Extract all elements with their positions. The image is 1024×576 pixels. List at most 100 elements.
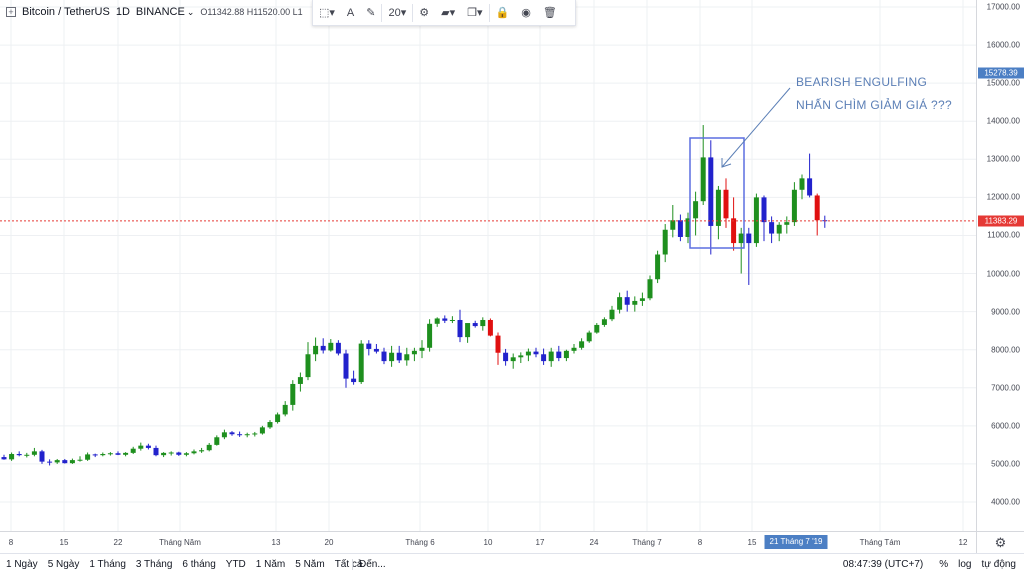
bottom-right-controls: 08:47:39 (UTC+7) % log tự động (843, 559, 1016, 570)
candle (373, 343, 379, 354)
candle-body (305, 354, 311, 378)
annotation-text-line2[interactable]: NHẤN CHÌM GIẢM GIÁ ??? (796, 98, 952, 112)
candle (495, 332, 501, 365)
candle (153, 445, 159, 457)
candle (85, 452, 91, 461)
selection-tool-button[interactable]: ⬚▾ (319, 7, 335, 19)
chart-plot-area[interactable]: + Bitcoin / TetherUS 1D BINANCE ⌄ O11342… (0, 0, 976, 531)
candle-body (214, 437, 220, 445)
log-scale-toggle[interactable]: log (958, 559, 972, 570)
time-tick-label: 8 (697, 538, 703, 547)
time-axis[interactable]: 21 Tháng 7 '19 8 15 22 Tháng Năm 13 20 Tháng 6… (0, 531, 976, 553)
price-axis[interactable]: 17000.00 16000.00 15000.00 14000.00 13000.00… (976, 0, 1024, 531)
lock-button[interactable]: 🔒 (495, 7, 510, 19)
price-tick-label: 7000.00 (991, 383, 1020, 393)
candle-body (487, 319, 493, 336)
settings-button[interactable]: ⚙ (419, 7, 430, 19)
range-button[interactable]: 3 Tháng (135, 559, 173, 570)
candle-body (328, 342, 334, 351)
candle (700, 125, 706, 205)
line-color-button[interactable]: ✎ (366, 7, 376, 19)
exchange-chevron-down-icon[interactable]: ⌄ (186, 6, 195, 17)
text-color-button[interactable]: A (346, 6, 355, 19)
candle-body (677, 220, 683, 237)
candle (297, 372, 303, 392)
price-tick-label: 9000.00 (991, 307, 1020, 317)
candle-body (237, 434, 243, 436)
price-tick-label: 13000.00 (986, 154, 1020, 164)
candle-body (366, 343, 372, 349)
candle-body (601, 319, 607, 325)
candle-body (556, 351, 562, 359)
clock-timezone[interactable]: 08:47:39 (UTC+7) (842, 559, 924, 570)
time-tick-label: 10 (483, 538, 493, 547)
candle-body (670, 220, 676, 230)
delete-button[interactable]: 🗑 (542, 7, 557, 19)
candle-body (548, 351, 554, 362)
candle (183, 452, 189, 457)
candle-body (100, 454, 106, 456)
candle-body (275, 414, 281, 423)
candle (404, 347, 410, 366)
candle (632, 296, 638, 312)
candlestick-chart[interactable] (0, 0, 976, 531)
font-size-button[interactable]: 20▾ (388, 7, 407, 19)
crosshair-price-label: 15278.39 (978, 67, 1024, 79)
chart-settings-gear-icon[interactable]: ⚙ (976, 531, 1024, 553)
range-button[interactable]: 5 Ngày (47, 559, 80, 570)
candle-body (814, 195, 820, 221)
candle-body (77, 459, 83, 461)
candle (47, 459, 53, 466)
annotation-text-line1[interactable]: BEARISH ENGULFING (796, 75, 928, 89)
candle (313, 337, 319, 362)
candle (69, 458, 75, 464)
percent-scale-toggle[interactable]: % (939, 559, 949, 570)
candle (518, 352, 524, 364)
time-tick-label: 20 (324, 538, 334, 547)
candle-body (525, 351, 531, 356)
symbol-header[interactable]: + Bitcoin / TetherUS 1D BINANCE ⌄ O11342… (6, 6, 303, 18)
symbol-exchange[interactable]: BINANCE (135, 6, 185, 18)
price-tick-label: 5000.00 (991, 459, 1020, 469)
range-button[interactable]: Tất cả (334, 559, 363, 570)
candle (480, 317, 486, 331)
candle-body (313, 345, 319, 355)
candle (358, 340, 364, 384)
candle (541, 348, 547, 365)
symbol-interval[interactable]: 1D (115, 6, 130, 18)
candle-body (183, 453, 189, 455)
candle-body (358, 343, 364, 383)
candle-body (541, 354, 547, 362)
candle-body (723, 189, 729, 219)
visibility-button[interactable]: ◉ (521, 7, 531, 19)
candle-body (662, 229, 668, 255)
compare-plus-icon[interactable]: + (6, 7, 16, 17)
candle (822, 215, 828, 228)
symbol-name[interactable]: Bitcoin / TetherUS (22, 6, 110, 18)
candle (138, 442, 144, 451)
candle-body (297, 377, 303, 384)
candle (639, 292, 645, 306)
clone-button[interactable]: ❐▾ (467, 7, 483, 19)
range-button[interactable]: 1 Năm (255, 559, 286, 570)
candle-body (427, 323, 433, 348)
time-tick-label: 13 (271, 538, 281, 547)
candle (206, 442, 212, 452)
candle-body (799, 178, 805, 190)
candle-body (199, 450, 205, 452)
toolbar-separator (488, 3, 490, 22)
template-button[interactable]: ▰▾ (441, 7, 456, 19)
auto-scale-toggle[interactable]: tự động (981, 559, 1017, 570)
range-button[interactable]: 1 Tháng (89, 559, 126, 570)
range-button[interactable]: 1 Ngày (6, 559, 38, 570)
range-button[interactable]: YTD (225, 559, 246, 570)
candle (176, 451, 182, 456)
goto-date-button[interactable]: Đến... (352, 559, 386, 570)
candle-body (738, 233, 744, 244)
range-button[interactable]: 5 Năm (295, 559, 325, 570)
time-tick-label: Tháng 6 (405, 538, 435, 547)
candle-body (708, 157, 714, 226)
range-button[interactable]: 6 tháng (182, 559, 216, 570)
candle (275, 412, 281, 424)
